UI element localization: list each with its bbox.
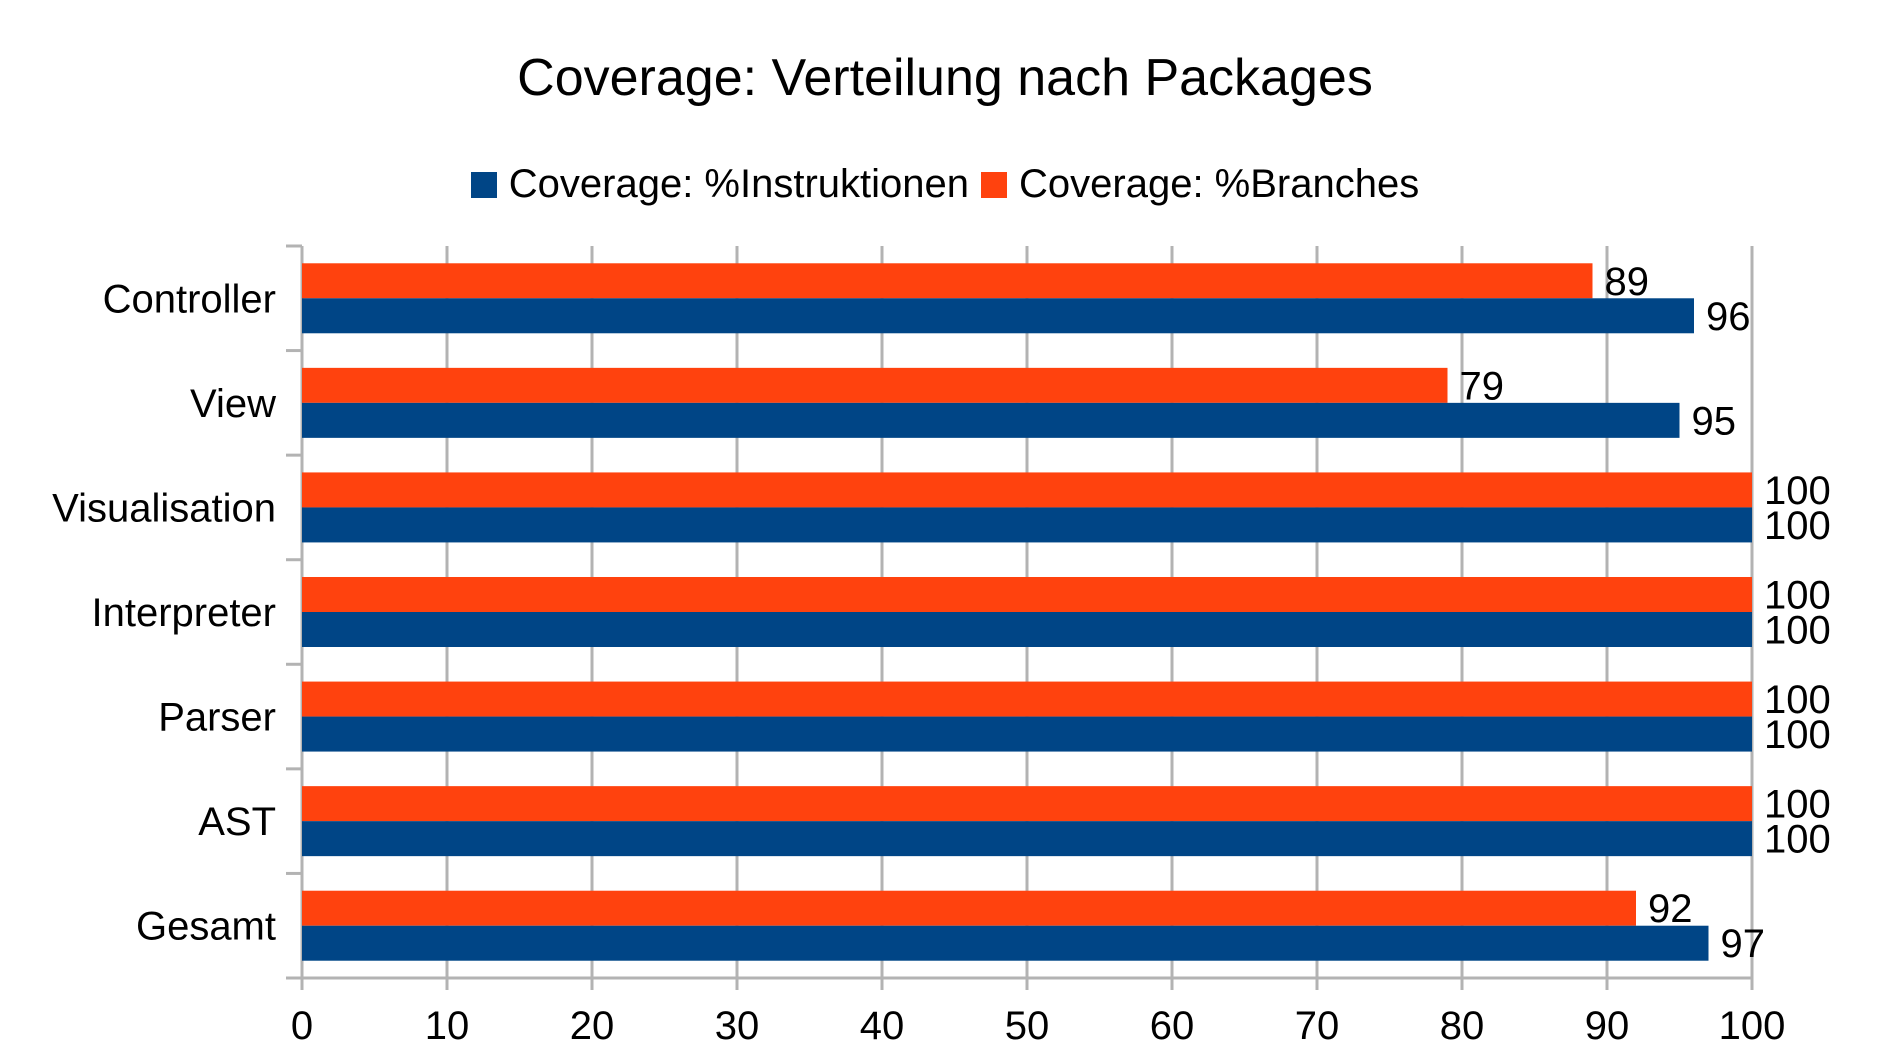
legend: Coverage: %Instruktionen Coverage: %Bran… [0,162,1890,207]
x-tick-label: 0 [291,1004,313,1048]
bar [302,507,1752,543]
x-tick-label: 30 [715,1004,760,1048]
legend-label-branches: Coverage: %Branches [1019,162,1420,206]
y-tick-label: Visualisation [52,486,276,530]
x-tick-label: 50 [1005,1004,1050,1048]
x-tick-label: 20 [570,1004,615,1048]
chart-title: Coverage: Verteilung nach Packages [517,49,1373,107]
y-tick-label: Parser [158,696,276,740]
bar [302,472,1752,508]
bar [302,716,1752,752]
bar [302,925,1709,961]
data-label: 100 [1764,678,1831,722]
bar [302,367,1448,403]
data-label: 96 [1706,295,1751,339]
x-tick-label: 100 [1719,1004,1786,1048]
data-label: 100 [1764,783,1831,827]
x-tick-label: 90 [1585,1004,1630,1048]
data-label: 95 [1692,399,1737,443]
data-label: 100 [1764,574,1831,618]
y-tick-label: Controller [103,277,276,321]
data-label: 100 [1764,713,1831,757]
legend-label-instruktionen: Coverage: %Instruktionen [508,162,970,206]
legend-item-instruktionen: Coverage: %Instruktionen [470,162,970,207]
y-tick-label: Interpreter [91,591,276,635]
data-label: 92 [1648,887,1693,931]
legend-swatch-branches [981,171,1008,198]
bar [302,577,1752,612]
y-tick-label: Gesamt [136,905,276,949]
data-label: 79 [1460,364,1505,408]
x-tick-label: 80 [1440,1004,1485,1048]
data-label: 97 [1721,922,1766,966]
x-tick-label: 60 [1150,1004,1195,1048]
bar [302,402,1680,438]
data-label: 100 [1764,609,1831,653]
y-tick-label: View [190,382,276,426]
y-tick-label: AST [198,800,276,844]
bar [302,612,1752,647]
bar [302,263,1593,299]
data-label: 100 [1764,818,1831,862]
data-label: 89 [1605,260,1650,304]
bar [302,681,1752,717]
bar [302,298,1694,334]
bar [302,821,1752,857]
x-tick-label: 10 [425,1004,470,1048]
x-tick-label: 40 [860,1004,905,1048]
legend-item-branches: Coverage: %Branches [981,162,1419,207]
x-tick-label: 70 [1295,1004,1340,1048]
legend-swatch-instruktionen [470,171,497,198]
bar [302,890,1636,926]
bar [302,786,1752,822]
data-label: 100 [1764,504,1831,548]
data-label: 100 [1764,469,1831,513]
